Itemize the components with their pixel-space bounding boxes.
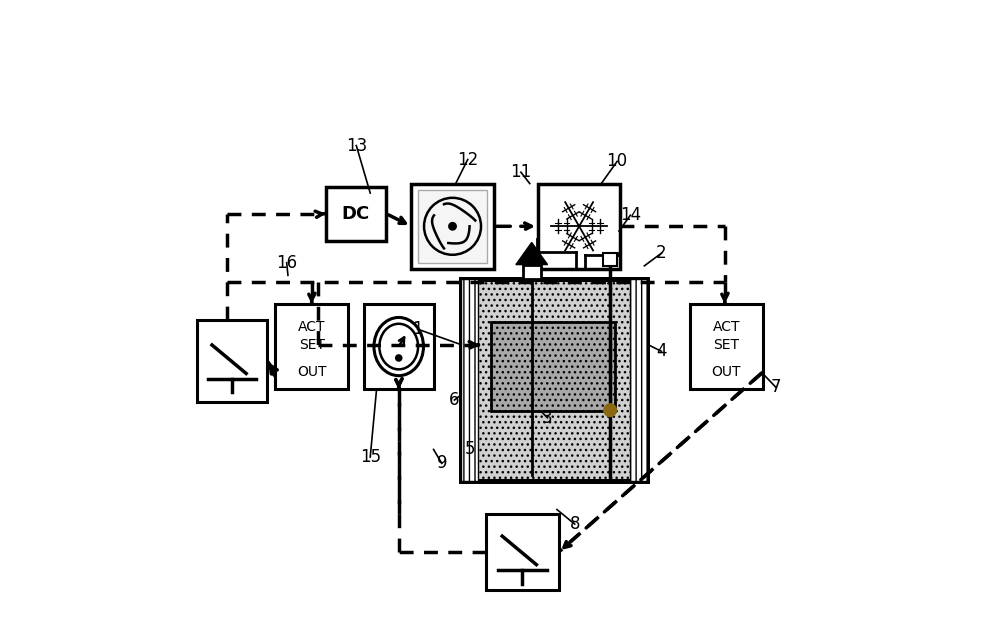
Text: DC: DC bbox=[342, 204, 370, 223]
Polygon shape bbox=[516, 242, 548, 265]
Text: SET: SET bbox=[299, 338, 325, 352]
Bar bbox=[461, 279, 647, 481]
Text: ACT: ACT bbox=[713, 320, 740, 334]
Bar bbox=[538, 184, 620, 269]
Bar bbox=[461, 279, 647, 481]
Text: 15: 15 bbox=[360, 448, 381, 466]
Text: SET: SET bbox=[713, 338, 739, 352]
Bar bbox=[690, 304, 763, 389]
Bar bbox=[461, 279, 478, 481]
Text: 11: 11 bbox=[510, 163, 532, 181]
Circle shape bbox=[395, 354, 403, 362]
Bar bbox=[491, 322, 615, 411]
Bar bbox=[523, 265, 541, 279]
Text: ACT: ACT bbox=[298, 320, 325, 334]
Bar bbox=[603, 253, 617, 266]
Circle shape bbox=[604, 404, 616, 417]
Text: 4: 4 bbox=[656, 342, 667, 360]
Bar bbox=[197, 320, 267, 402]
Bar bbox=[486, 514, 559, 590]
Text: OUT: OUT bbox=[712, 365, 741, 379]
Text: 10: 10 bbox=[607, 153, 628, 170]
Text: 5: 5 bbox=[465, 441, 475, 458]
Circle shape bbox=[448, 222, 457, 231]
Text: 16: 16 bbox=[276, 254, 297, 272]
Text: 8: 8 bbox=[569, 515, 580, 533]
Bar bbox=[630, 279, 647, 481]
Bar bbox=[275, 304, 348, 389]
Text: 1: 1 bbox=[412, 320, 423, 338]
Text: 3: 3 bbox=[542, 409, 553, 427]
Text: OUT: OUT bbox=[297, 365, 326, 379]
Text: 12: 12 bbox=[457, 151, 478, 168]
Bar bbox=[364, 304, 434, 389]
Text: 14: 14 bbox=[620, 206, 641, 224]
Bar bbox=[411, 184, 494, 269]
Text: 2: 2 bbox=[656, 244, 667, 262]
Text: 7: 7 bbox=[771, 379, 781, 396]
Text: 9: 9 bbox=[437, 454, 447, 472]
Bar bbox=[326, 187, 386, 241]
Text: 13: 13 bbox=[346, 137, 367, 154]
Bar bbox=[418, 190, 487, 263]
Text: 6: 6 bbox=[449, 391, 460, 409]
